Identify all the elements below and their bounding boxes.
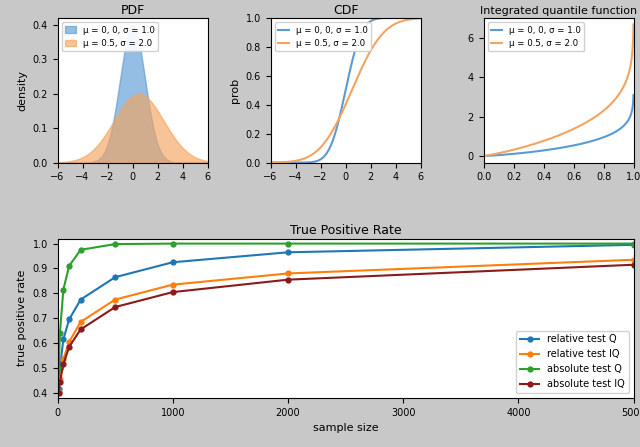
μ = 0.5, σ = 2.0 bbox=[339, 107, 347, 113]
μ = 0.5, σ = 2.0 bbox=[254, 160, 262, 165]
relative test IQ bbox=[55, 389, 63, 394]
Legend: μ = 0, 0, σ = 1.0, μ = 0.5, σ = 2.0: μ = 0, 0, σ = 1.0, μ = 0.5, σ = 2.0 bbox=[488, 22, 584, 51]
relative test Q bbox=[169, 260, 177, 265]
Title: True Positive Rate: True Positive Rate bbox=[290, 224, 401, 237]
Line: μ = 0.5, σ = 2.0: μ = 0.5, σ = 2.0 bbox=[258, 18, 433, 163]
relative test Q bbox=[284, 249, 292, 255]
Line: μ = 0, 0, σ = 1.0: μ = 0, 0, σ = 1.0 bbox=[258, 18, 433, 163]
μ = 0, 0, σ = 1.0 bbox=[263, 160, 271, 165]
μ = 0.5, σ = 2.0 bbox=[625, 70, 633, 75]
Line: relative test Q: relative test Q bbox=[56, 242, 636, 392]
Line: absolute test IQ: absolute test IQ bbox=[56, 262, 636, 395]
absolute test Q bbox=[111, 241, 119, 247]
μ = 0.5, σ = 2.0 bbox=[335, 117, 342, 122]
relative test IQ bbox=[111, 297, 119, 302]
relative test Q bbox=[77, 297, 84, 302]
Legend: μ = 0, 0, σ = 1.0, μ = 0.5, σ = 2.0: μ = 0, 0, σ = 1.0, μ = 0.5, σ = 2.0 bbox=[62, 22, 158, 51]
Line: μ = 0.5, σ = 2.0: μ = 0.5, σ = 2.0 bbox=[484, 25, 634, 156]
μ = 0, 0, σ = 1.0 bbox=[424, 15, 432, 21]
relative test Q bbox=[111, 274, 119, 280]
Title: CDF: CDF bbox=[333, 4, 358, 17]
μ = 0.5, σ = 2.0 bbox=[553, 134, 561, 139]
absolute test IQ bbox=[77, 327, 84, 332]
absolute test Q bbox=[65, 263, 73, 269]
absolute test Q bbox=[55, 365, 63, 371]
relative test Q bbox=[60, 337, 67, 342]
μ = 0.5, σ = 2.0 bbox=[625, 69, 633, 75]
absolute test IQ bbox=[284, 277, 292, 283]
μ = 0.5, σ = 2.0 bbox=[424, 15, 432, 21]
Title: Integrated quantile function: Integrated quantile function bbox=[480, 6, 637, 16]
relative test Q bbox=[56, 365, 64, 371]
μ = 0, 0, σ = 1.0 bbox=[625, 116, 633, 122]
μ = 0, 0, σ = 1.0 bbox=[480, 153, 488, 159]
relative test IQ bbox=[56, 376, 64, 382]
Title: PDF: PDF bbox=[120, 4, 145, 17]
Line: absolute test Q: absolute test Q bbox=[56, 241, 636, 371]
absolute test Q bbox=[60, 287, 67, 292]
relative test IQ bbox=[169, 282, 177, 287]
μ = 0, 0, σ = 1.0 bbox=[625, 116, 633, 122]
absolute test IQ bbox=[111, 304, 119, 310]
absolute test IQ bbox=[630, 262, 637, 267]
μ = 0.5, σ = 2.0 bbox=[488, 152, 495, 157]
μ = 0, 0, σ = 1.0 bbox=[553, 146, 561, 151]
μ = 0.5, σ = 2.0 bbox=[598, 110, 605, 115]
relative test Q bbox=[55, 387, 63, 392]
μ = 0, 0, σ = 1.0 bbox=[424, 15, 432, 21]
μ = 0.5, σ = 2.0 bbox=[424, 15, 432, 21]
Line: relative test IQ: relative test IQ bbox=[56, 257, 636, 394]
μ = 0.5, σ = 2.0 bbox=[548, 135, 556, 140]
absolute test Q bbox=[169, 241, 177, 246]
Legend: μ = 0, 0, σ = 1.0, μ = 0.5, σ = 2.0: μ = 0, 0, σ = 1.0, μ = 0.5, σ = 2.0 bbox=[275, 22, 371, 51]
absolute test IQ bbox=[65, 344, 73, 350]
μ = 0, 0, σ = 1.0 bbox=[335, 118, 342, 124]
Y-axis label: true positive rate: true positive rate bbox=[17, 270, 27, 367]
μ = 0, 0, σ = 1.0 bbox=[488, 153, 495, 158]
absolute test IQ bbox=[60, 362, 67, 367]
relative test IQ bbox=[630, 257, 637, 262]
X-axis label: sample size: sample size bbox=[313, 423, 378, 433]
μ = 0, 0, σ = 1.0 bbox=[630, 93, 637, 98]
relative test IQ bbox=[60, 357, 67, 362]
Line: μ = 0, 0, σ = 1.0: μ = 0, 0, σ = 1.0 bbox=[484, 95, 634, 156]
absolute test IQ bbox=[55, 390, 63, 396]
μ = 0, 0, σ = 1.0 bbox=[548, 147, 556, 152]
Y-axis label: density: density bbox=[17, 70, 27, 111]
absolute test Q bbox=[284, 241, 292, 246]
absolute test Q bbox=[77, 247, 84, 253]
absolute test IQ bbox=[56, 379, 64, 384]
μ = 0.5, σ = 2.0 bbox=[263, 160, 271, 165]
Y-axis label: prob: prob bbox=[230, 78, 240, 103]
absolute test IQ bbox=[169, 289, 177, 295]
absolute test Q bbox=[56, 330, 64, 336]
relative test IQ bbox=[284, 271, 292, 276]
μ = 0, 0, σ = 1.0 bbox=[598, 135, 605, 141]
absolute test Q bbox=[630, 241, 637, 246]
relative test Q bbox=[630, 242, 637, 248]
μ = 0, 0, σ = 1.0 bbox=[429, 15, 437, 21]
relative test IQ bbox=[77, 319, 84, 325]
Legend: relative test Q, relative test IQ, absolute test Q, absolute test IQ: relative test Q, relative test IQ, absol… bbox=[516, 331, 628, 393]
μ = 0.5, σ = 2.0 bbox=[480, 153, 488, 159]
relative test Q bbox=[65, 317, 73, 322]
relative test IQ bbox=[65, 339, 73, 345]
μ = 0, 0, σ = 1.0 bbox=[254, 160, 262, 165]
μ = 0.5, σ = 2.0 bbox=[630, 22, 637, 27]
μ = 0.5, σ = 2.0 bbox=[429, 15, 437, 21]
μ = 0.5, σ = 2.0 bbox=[392, 21, 400, 26]
μ = 0, 0, σ = 1.0 bbox=[339, 99, 347, 104]
μ = 0, 0, σ = 1.0 bbox=[392, 15, 400, 21]
